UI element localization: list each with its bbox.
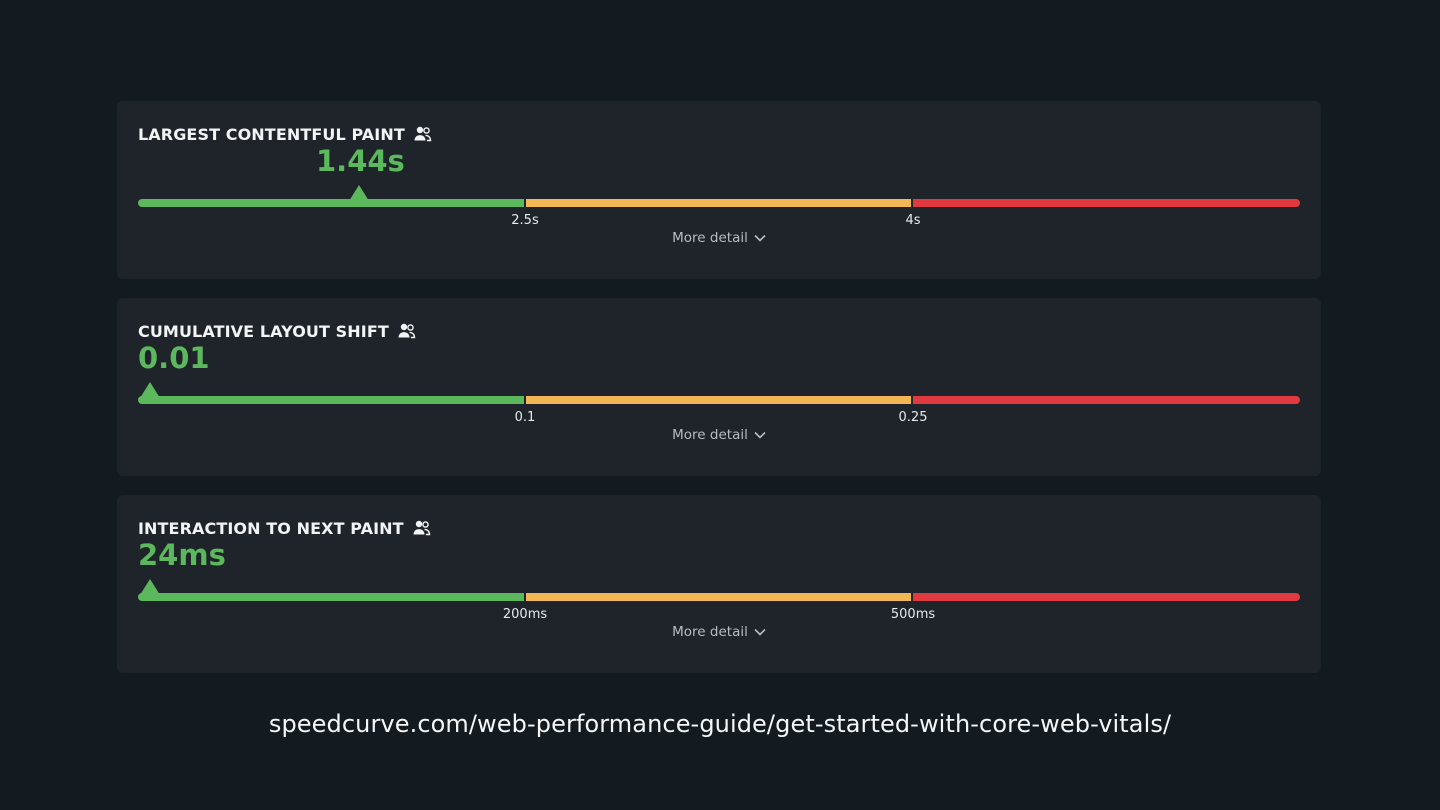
good-range-segment bbox=[138, 396, 524, 404]
users-icon bbox=[413, 125, 433, 143]
poor-range-segment bbox=[913, 396, 1300, 404]
metric-card-inp: INTERACTION TO NEXT PAINT 24ms 200ms 500… bbox=[117, 495, 1321, 673]
chevron-down-icon bbox=[754, 230, 766, 246]
users-icon bbox=[412, 519, 432, 537]
threshold-label-poor: 4s bbox=[905, 213, 921, 228]
chevron-down-icon bbox=[754, 624, 766, 640]
threshold-label-good: 2.5s bbox=[511, 213, 539, 228]
metric-title: LARGEST CONTENTFUL PAINT bbox=[138, 124, 405, 144]
good-range-segment bbox=[138, 593, 524, 601]
more-detail-toggle[interactable]: More detail bbox=[117, 230, 1321, 246]
metric-title-row: CUMULATIVE LAYOUT SHIFT bbox=[138, 320, 417, 342]
good-range-segment bbox=[138, 199, 524, 207]
value-marker bbox=[140, 382, 160, 398]
metric-title-row: LARGEST CONTENTFUL PAINT bbox=[138, 123, 433, 145]
value-marker bbox=[349, 185, 369, 201]
metric-card-cls: CUMULATIVE LAYOUT SHIFT 0.01 0.1 0.25 Mo… bbox=[117, 298, 1321, 476]
metric-card-lcp: LARGEST CONTENTFUL PAINT 1.44s 2.5s 4s M… bbox=[117, 101, 1321, 279]
needs-improvement-segment bbox=[526, 593, 911, 601]
threshold-label-poor: 500ms bbox=[890, 607, 936, 622]
more-detail-toggle[interactable]: More detail bbox=[117, 624, 1321, 640]
poor-range-segment bbox=[913, 593, 1300, 601]
metric-value: 24ms bbox=[138, 538, 226, 572]
poor-range-segment bbox=[913, 199, 1300, 207]
metric-value: 0.01 bbox=[138, 341, 210, 375]
value-marker bbox=[140, 579, 160, 595]
users-icon bbox=[397, 322, 417, 340]
metric-title-row: INTERACTION TO NEXT PAINT bbox=[138, 517, 432, 539]
threshold-bar bbox=[138, 382, 1300, 404]
threshold-label-good: 0.1 bbox=[514, 410, 536, 425]
needs-improvement-segment bbox=[526, 199, 911, 207]
threshold-bar bbox=[138, 185, 1300, 207]
threshold-label-good: 200ms bbox=[502, 607, 548, 622]
metric-title: CUMULATIVE LAYOUT SHIFT bbox=[138, 321, 389, 341]
more-detail-label: More detail bbox=[672, 230, 748, 246]
more-detail-label: More detail bbox=[672, 624, 748, 640]
threshold-bar bbox=[138, 579, 1300, 601]
more-detail-label: More detail bbox=[672, 427, 748, 443]
threshold-label-poor: 0.25 bbox=[898, 410, 928, 425]
metric-title: INTERACTION TO NEXT PAINT bbox=[138, 518, 404, 538]
metric-value: 1.44s bbox=[316, 144, 405, 178]
chevron-down-icon bbox=[754, 427, 766, 443]
source-url: speedcurve.com/web-performance-guide/get… bbox=[268, 710, 1172, 738]
needs-improvement-segment bbox=[526, 396, 911, 404]
more-detail-toggle[interactable]: More detail bbox=[117, 427, 1321, 443]
